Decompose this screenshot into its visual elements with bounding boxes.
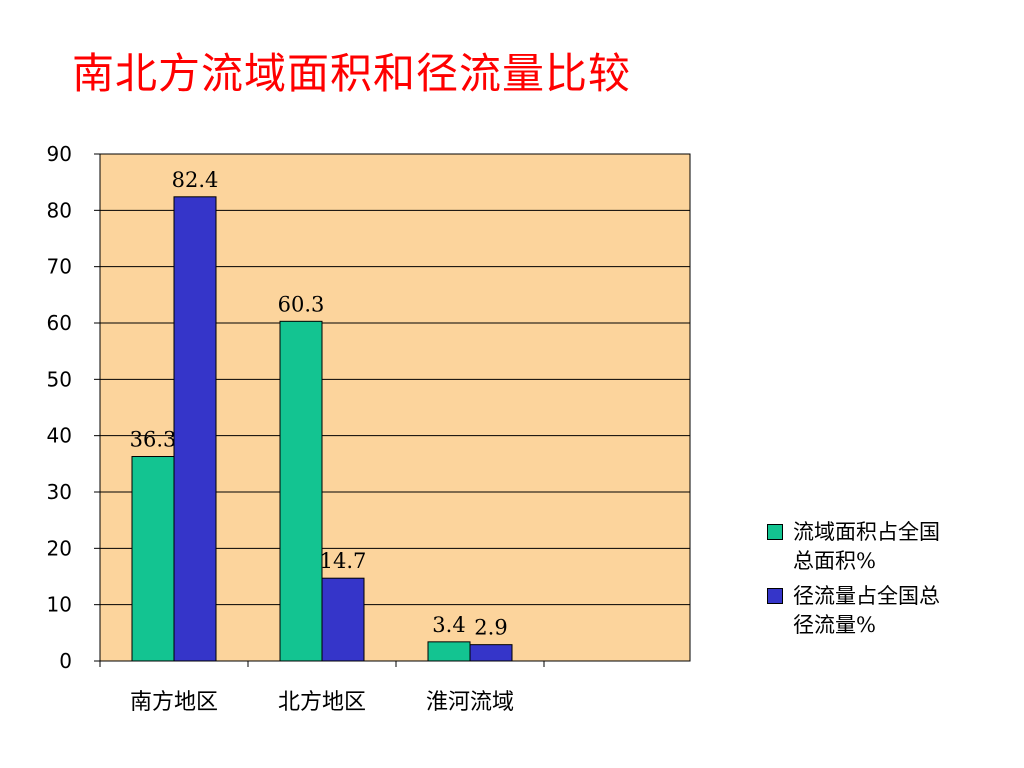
chart-legend: 流域面积占全国 总面积% 径流量占全国总 径流量%: [765, 518, 1015, 646]
data-label: 60.3: [278, 292, 325, 316]
data-label: 3.4: [432, 613, 465, 637]
legend-label-runoff-line2: 径流量%: [793, 613, 876, 637]
bar: [469, 644, 513, 662]
y-tick-label: 50: [47, 367, 72, 391]
chart-title: 南北方流域面积和径流量比较: [72, 49, 632, 98]
x-tick-label: 淮河流域: [426, 690, 514, 715]
data-label: 82.4: [172, 168, 219, 192]
x-tick-label: 南方地区: [130, 690, 218, 715]
bar: [321, 577, 365, 662]
legend-swatch-runoff: [767, 588, 783, 604]
bar: [279, 320, 323, 662]
y-tick-label: 40: [47, 424, 72, 448]
y-tick-label: 70: [47, 255, 72, 279]
x-tick-label: 北方地区: [278, 690, 366, 715]
bar: [173, 196, 217, 662]
y-tick-label: 10: [47, 593, 72, 617]
data-label: 36.3: [130, 428, 177, 452]
y-tick-label: 0: [59, 649, 72, 673]
bar: [427, 641, 471, 662]
legend-label-runoff-line1: 径流量占全国总: [793, 584, 940, 608]
y-tick-label: 80: [47, 198, 72, 222]
y-tick-label: 90: [47, 142, 72, 166]
y-tick-label: 20: [47, 536, 72, 560]
data-label: 14.7: [320, 549, 367, 573]
legend-swatch-area: [767, 524, 783, 540]
bar: [131, 456, 175, 662]
legend-item-area: 流域面积占全国 总面积%: [765, 518, 1015, 576]
legend-label-area-line2: 总面积%: [793, 549, 876, 573]
y-tick-label: 60: [47, 311, 72, 335]
data-label: 2.9: [474, 616, 507, 640]
legend-label-area-line1: 流域面积占全国: [793, 520, 940, 544]
legend-item-runoff: 径流量占全国总 径流量%: [765, 582, 1015, 640]
y-tick-label: 30: [47, 480, 72, 504]
